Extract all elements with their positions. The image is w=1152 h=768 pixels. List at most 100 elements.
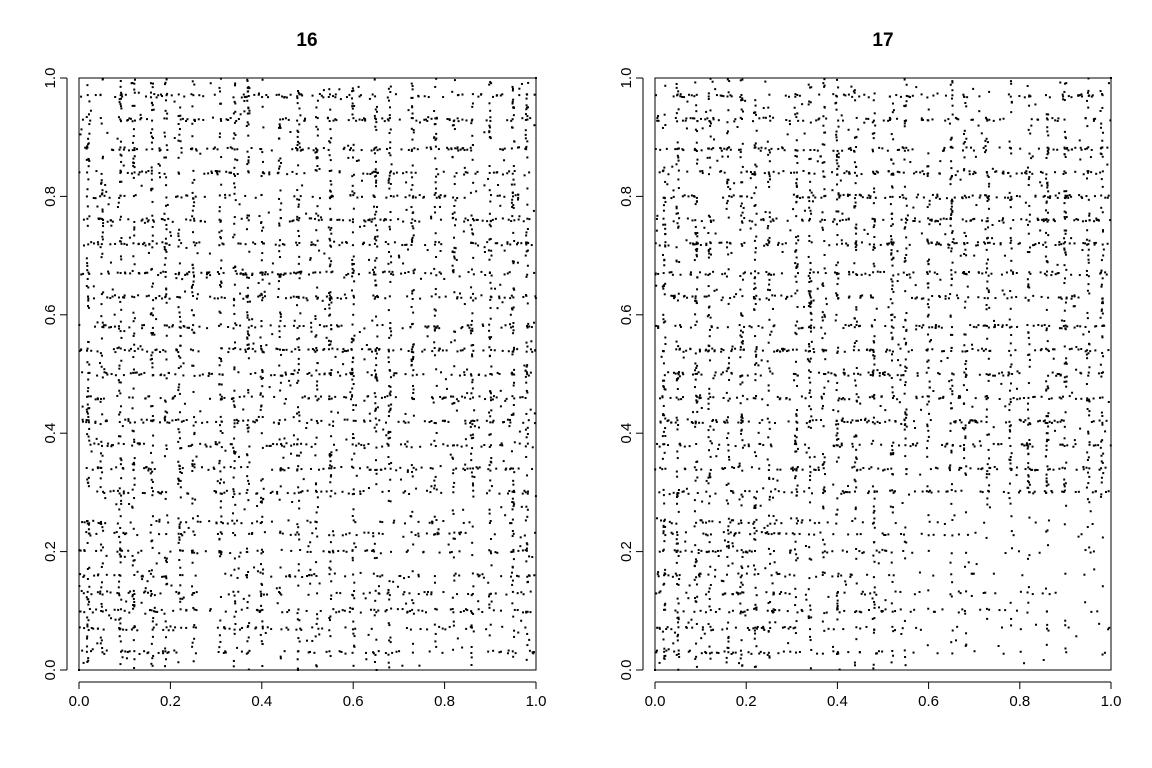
data-point — [483, 131, 486, 134]
data-point — [750, 550, 753, 553]
data-point — [809, 268, 812, 271]
data-point — [186, 326, 189, 329]
data-point — [489, 237, 492, 240]
data-point — [427, 590, 430, 593]
data-point — [233, 148, 236, 151]
data-point — [511, 87, 514, 90]
data-point — [118, 573, 121, 576]
data-point — [513, 635, 516, 638]
data-point — [682, 373, 685, 376]
data-point — [233, 233, 236, 236]
data-point — [248, 300, 251, 303]
data-point — [104, 324, 107, 327]
data-point — [809, 157, 812, 160]
data-point — [498, 492, 501, 495]
data-point — [487, 581, 490, 584]
data-point — [172, 396, 175, 399]
data-point — [260, 344, 263, 347]
data-point — [440, 491, 443, 494]
data-point — [500, 442, 503, 445]
data-point — [300, 442, 303, 445]
data-point — [318, 92, 321, 95]
data-point — [276, 602, 279, 605]
data-point — [490, 365, 493, 368]
data-point — [250, 324, 253, 327]
data-point — [392, 273, 395, 276]
data-point — [453, 531, 456, 534]
data-point — [381, 117, 384, 120]
data-point — [192, 606, 195, 609]
data-point — [131, 269, 134, 272]
data-point — [439, 205, 442, 208]
data-point — [813, 455, 816, 458]
data-point — [193, 374, 196, 377]
data-point — [233, 100, 236, 103]
data-point — [293, 319, 296, 322]
data-point — [352, 255, 355, 258]
data-point — [330, 594, 333, 597]
data-point — [825, 611, 828, 614]
data-point — [86, 188, 89, 191]
data-point — [100, 602, 103, 605]
data-point — [299, 491, 302, 494]
data-point — [526, 325, 529, 328]
data-point — [695, 253, 698, 256]
data-point — [101, 235, 104, 238]
data-point — [454, 147, 457, 150]
data-point — [119, 435, 122, 438]
data-point — [512, 655, 515, 658]
data-point — [376, 296, 379, 299]
data-point — [492, 171, 495, 174]
data-point — [863, 419, 866, 422]
data-point — [138, 373, 141, 376]
data-point — [494, 217, 497, 220]
data-point — [890, 249, 893, 252]
data-point — [260, 348, 263, 351]
data-point — [282, 273, 285, 276]
data-point — [219, 596, 222, 599]
data-point — [128, 502, 131, 505]
data-point — [171, 419, 174, 422]
data-point — [471, 554, 474, 557]
data-point — [726, 182, 729, 185]
data-point — [158, 518, 161, 521]
data-point — [87, 243, 90, 246]
data-point — [471, 419, 474, 422]
data-point — [367, 395, 370, 398]
data-point — [229, 146, 232, 149]
data-point — [192, 294, 195, 297]
data-point — [369, 173, 372, 176]
data-point — [181, 597, 184, 600]
data-point — [284, 371, 287, 374]
data-point — [417, 532, 420, 535]
data-point — [318, 582, 321, 585]
data-point — [1070, 273, 1073, 276]
data-point — [506, 119, 509, 122]
data-point — [135, 371, 138, 374]
data-point — [239, 324, 242, 327]
data-point — [346, 349, 349, 352]
data-point — [104, 522, 107, 525]
data-point — [168, 326, 171, 329]
data-point — [388, 336, 391, 339]
data-point — [411, 510, 414, 513]
data-point — [519, 536, 522, 539]
data-point — [150, 169, 153, 172]
data-point — [501, 349, 504, 352]
data-point — [101, 593, 104, 596]
data-point — [374, 170, 377, 173]
data-point — [276, 490, 279, 493]
data-point — [170, 584, 173, 587]
data-point — [373, 426, 376, 429]
data-point — [822, 404, 825, 407]
data-point — [411, 292, 414, 295]
data-point — [261, 625, 264, 628]
data-point — [526, 249, 529, 252]
data-point — [97, 443, 100, 446]
data-point — [501, 444, 504, 447]
data-point — [741, 221, 744, 224]
data-point — [279, 655, 282, 658]
data-point — [947, 243, 950, 246]
data-point — [107, 203, 110, 206]
